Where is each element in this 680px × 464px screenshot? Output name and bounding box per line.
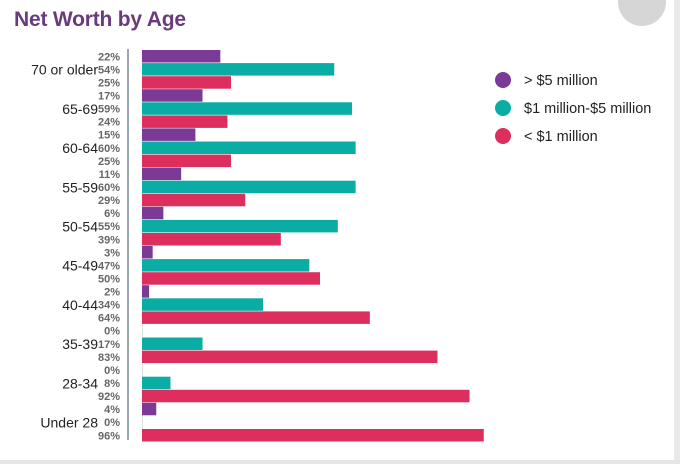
data-label: 92% bbox=[98, 391, 120, 403]
bar bbox=[142, 89, 203, 102]
bar bbox=[142, 180, 356, 194]
category-label: 28-34 bbox=[62, 375, 98, 391]
category-label: 65-69 bbox=[62, 101, 98, 117]
bar bbox=[142, 311, 370, 324]
data-label: 60% bbox=[98, 143, 120, 155]
bar bbox=[142, 324, 143, 337]
data-label: 17% bbox=[98, 90, 120, 102]
bar bbox=[142, 298, 264, 311]
bottom-edge bbox=[0, 460, 680, 464]
bar bbox=[142, 206, 164, 220]
bar bbox=[142, 402, 157, 416]
bar bbox=[142, 115, 228, 128]
category-label: 70 or older bbox=[31, 62, 98, 78]
data-label: 59% bbox=[98, 104, 120, 116]
bar bbox=[142, 128, 196, 141]
data-label: 25% bbox=[98, 156, 120, 168]
data-label: 0% bbox=[104, 417, 120, 429]
bar bbox=[142, 141, 356, 154]
data-label: 0% bbox=[104, 326, 120, 338]
bar bbox=[142, 63, 335, 76]
legend-label: > $5 million bbox=[524, 73, 598, 89]
bar bbox=[142, 193, 246, 207]
bar bbox=[142, 233, 281, 246]
data-label: 3% bbox=[104, 247, 120, 259]
bar bbox=[142, 272, 320, 285]
bar bbox=[142, 285, 150, 298]
bar bbox=[142, 50, 221, 63]
data-label: 6% bbox=[104, 208, 120, 220]
legend-label: $1 million-$5 million bbox=[524, 101, 651, 117]
data-label: 96% bbox=[98, 430, 120, 442]
data-label: 47% bbox=[98, 260, 120, 272]
legend-marker bbox=[495, 128, 511, 144]
category-label: 55-59 bbox=[62, 179, 98, 195]
bar bbox=[142, 259, 310, 272]
data-label: 0% bbox=[104, 365, 120, 377]
data-label: 2% bbox=[104, 286, 120, 298]
bar bbox=[142, 219, 338, 233]
bar bbox=[142, 363, 143, 377]
bar bbox=[142, 76, 231, 89]
bar bbox=[142, 154, 231, 168]
bar bbox=[142, 246, 153, 259]
legend-marker bbox=[495, 100, 511, 116]
chart-title: Net Worth by Age bbox=[14, 8, 186, 31]
category-label: Under 28 bbox=[40, 414, 98, 430]
data-label: 55% bbox=[98, 221, 120, 233]
category-label: 45-49 bbox=[62, 258, 98, 274]
bar bbox=[142, 415, 143, 429]
data-label: 11% bbox=[99, 169, 121, 181]
right-edge bbox=[674, 0, 680, 464]
bar bbox=[142, 337, 203, 350]
category-label: 35-39 bbox=[62, 336, 98, 352]
data-label: 83% bbox=[98, 352, 120, 364]
bar bbox=[142, 167, 182, 181]
data-label: 29% bbox=[98, 195, 120, 207]
category-label: 40-44 bbox=[62, 297, 98, 313]
data-label: 17% bbox=[98, 339, 120, 351]
data-label: 64% bbox=[98, 313, 120, 325]
legend-label: < $1 million bbox=[524, 129, 598, 145]
data-label: 50% bbox=[98, 273, 120, 285]
data-label: 54% bbox=[98, 64, 120, 76]
data-label: 4% bbox=[104, 404, 120, 416]
bar bbox=[142, 350, 438, 364]
data-label: 24% bbox=[98, 117, 120, 129]
bar bbox=[142, 429, 484, 442]
bar bbox=[142, 376, 171, 390]
data-label: 15% bbox=[98, 130, 120, 142]
category-label: 60-64 bbox=[62, 140, 98, 156]
data-label: 8% bbox=[104, 378, 120, 390]
bar bbox=[142, 102, 353, 115]
data-label: 60% bbox=[98, 182, 120, 194]
data-label: 25% bbox=[98, 77, 120, 89]
legend-marker bbox=[495, 72, 511, 88]
data-label: 39% bbox=[98, 234, 120, 246]
bar bbox=[142, 389, 470, 403]
category-label: 50-54 bbox=[62, 218, 98, 234]
data-label: 22% bbox=[98, 51, 120, 63]
data-label: 34% bbox=[98, 300, 120, 312]
